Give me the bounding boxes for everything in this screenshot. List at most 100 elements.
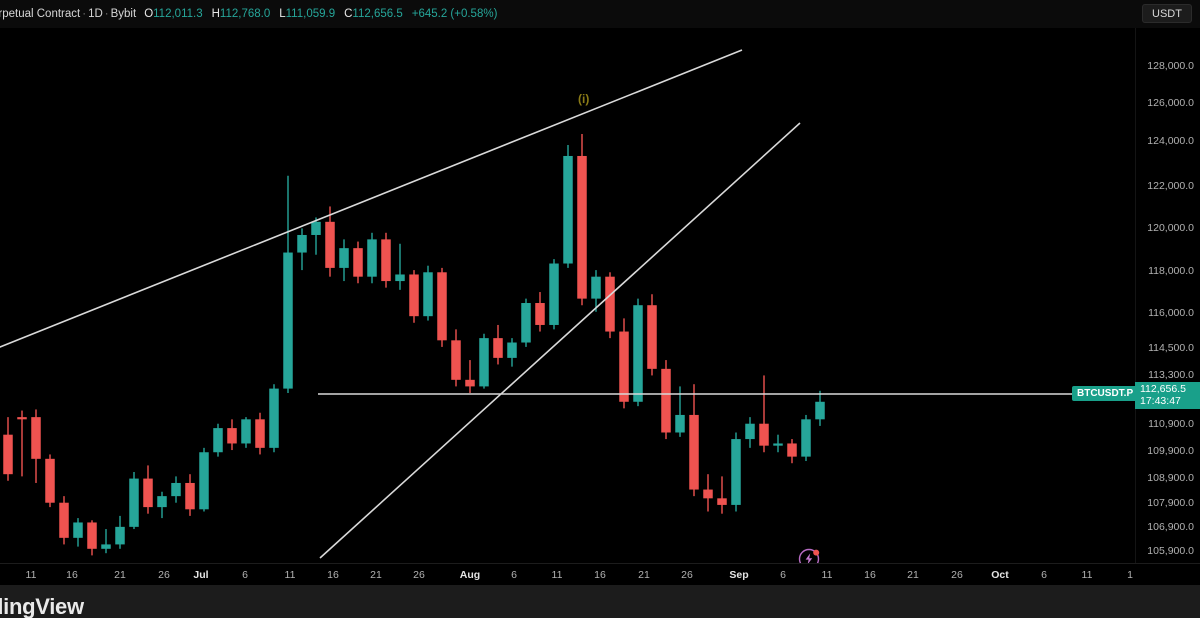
candle bbox=[59, 496, 69, 545]
candle bbox=[549, 259, 559, 330]
time-tick: 21 bbox=[907, 569, 919, 581]
ohlc-close: C112,656.5 bbox=[344, 8, 403, 20]
candle bbox=[73, 518, 83, 547]
candle bbox=[269, 384, 279, 453]
time-tick: Oct bbox=[991, 569, 1009, 581]
candle bbox=[115, 515, 125, 549]
ohlc-open: O112,011.3 bbox=[144, 8, 202, 20]
high-label: H bbox=[211, 8, 220, 20]
exchange-label: Bybit bbox=[110, 8, 137, 20]
low-label: L bbox=[279, 8, 286, 20]
candle bbox=[577, 134, 587, 306]
candle bbox=[339, 239, 349, 282]
candle bbox=[367, 232, 377, 284]
price-tick: 114,500.0 bbox=[1148, 342, 1194, 354]
candle bbox=[409, 270, 419, 323]
candle bbox=[605, 272, 615, 339]
candle bbox=[395, 243, 405, 290]
candle bbox=[787, 439, 797, 464]
price-change: +645.2 (+0.58%) bbox=[411, 8, 498, 20]
bottom-status-bar: dingView bbox=[0, 585, 1200, 618]
ohlc-low: L111,059.9 bbox=[279, 8, 335, 20]
time-tick: 16 bbox=[327, 569, 339, 581]
candle bbox=[465, 360, 475, 393]
symbol-info[interactable]: erpetual Contract · 1D · Bybit bbox=[0, 8, 136, 20]
candle bbox=[157, 491, 167, 519]
candle bbox=[675, 386, 685, 437]
candle bbox=[815, 390, 825, 426]
close-value: 112,656.5 bbox=[352, 8, 403, 20]
candle bbox=[773, 434, 783, 453]
price-tick: 106,900.0 bbox=[1147, 521, 1194, 533]
time-tick: 26 bbox=[951, 569, 963, 581]
low-value: 111,059.9 bbox=[285, 8, 336, 20]
close-label: C bbox=[344, 8, 353, 20]
candle bbox=[521, 298, 531, 347]
trendline-upper[interactable] bbox=[0, 49, 743, 351]
price-tick: 120,000.0 bbox=[1147, 222, 1194, 234]
currency-button[interactable]: USDT bbox=[1142, 4, 1192, 23]
chart-plot-area[interactable]: (i) bbox=[0, 28, 1135, 563]
price-tick: 110,900.0 bbox=[1148, 418, 1194, 430]
price-tick: 124,000.0 bbox=[1147, 135, 1194, 147]
price-tick: 122,000.0 bbox=[1147, 180, 1194, 192]
candle bbox=[689, 384, 699, 497]
candle bbox=[423, 265, 433, 321]
time-tick: 11 bbox=[821, 569, 833, 581]
candle bbox=[507, 338, 517, 367]
time-scale[interactable]: 11 16 21 26 Jul 6 11 16 21 26 Aug 6 11 16 21 26 Sep 6 11 16… bbox=[0, 563, 1200, 585]
candle bbox=[185, 474, 195, 516]
candle bbox=[479, 333, 489, 389]
candle bbox=[451, 329, 461, 387]
price-scale[interactable]: 128,000.0 126,000.0 124,000.0 122,000.0 120,… bbox=[1135, 28, 1200, 563]
symbol-price-tag: BTCUSDT.P bbox=[1072, 386, 1139, 401]
ohlc-values: O112,011.3 H112,768.0 L111,059.9 C112,656.5… bbox=[144, 8, 497, 20]
ohlc-high: H112,768.0 bbox=[212, 8, 271, 20]
time-tick: 6 bbox=[242, 569, 248, 581]
wave-count-label[interactable]: (i) bbox=[578, 92, 590, 106]
alert-lightning-icon[interactable] bbox=[796, 545, 822, 563]
price-tick: 113,300.0 bbox=[1148, 369, 1194, 381]
current-price-value: 112,656.5 bbox=[1140, 383, 1186, 395]
drawings-overlay[interactable] bbox=[0, 28, 1135, 563]
candle bbox=[227, 419, 237, 451]
candle bbox=[703, 474, 713, 512]
candle bbox=[297, 228, 307, 271]
open-label: O bbox=[144, 8, 154, 20]
candle bbox=[171, 476, 181, 503]
price-tick: 116,000.0 bbox=[1148, 307, 1194, 319]
time-tick: 16 bbox=[66, 569, 78, 581]
candle bbox=[759, 375, 769, 453]
candle bbox=[591, 270, 601, 312]
open-value: 112,011.3 bbox=[153, 8, 203, 20]
time-tick: Sep bbox=[729, 569, 749, 581]
time-tick: 11 bbox=[1081, 569, 1093, 581]
candle bbox=[129, 471, 139, 530]
candle bbox=[717, 476, 727, 514]
candle bbox=[731, 432, 741, 512]
candle bbox=[255, 412, 265, 455]
time-tick: 26 bbox=[413, 569, 425, 581]
time-tick: 6 bbox=[780, 569, 786, 581]
candle bbox=[241, 417, 251, 448]
candle bbox=[45, 454, 55, 508]
candle bbox=[283, 175, 293, 393]
candle bbox=[325, 206, 335, 277]
time-tick: Aug bbox=[459, 569, 481, 581]
price-tick: 108,900.0 bbox=[1147, 472, 1194, 484]
time-tick: 6 bbox=[1041, 569, 1047, 581]
trendline-lower[interactable] bbox=[319, 122, 801, 559]
interval-label[interactable]: 1D bbox=[88, 8, 103, 20]
time-tick: 1 bbox=[1127, 569, 1133, 581]
price-tick: 109,900.0 bbox=[1147, 445, 1194, 457]
candle bbox=[437, 267, 447, 347]
time-tick: 21 bbox=[638, 569, 650, 581]
candle bbox=[801, 414, 811, 462]
candle bbox=[101, 529, 111, 554]
chart-header: erpetual Contract · 1D · Bybit O112,011.3 H11… bbox=[0, 0, 1200, 28]
price-tick: 107,900.0 bbox=[1147, 497, 1194, 509]
candle bbox=[87, 520, 97, 556]
candle bbox=[381, 232, 391, 288]
time-tick: 16 bbox=[594, 569, 606, 581]
